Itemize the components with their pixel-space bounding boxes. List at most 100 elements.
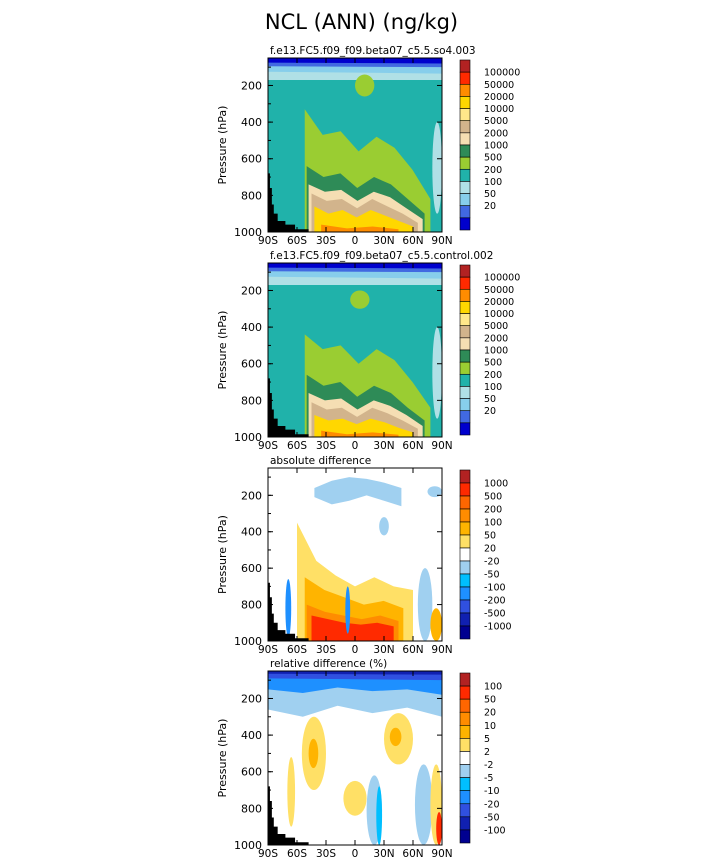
colorbar-label: 20000 [484,297,514,308]
colorbar-swatch [459,301,471,314]
colorbar-label: -20 [484,557,500,568]
colorbar-swatch [459,469,471,484]
x-tick-label: 30N [373,644,394,656]
colorbar-label: 200 [484,370,502,381]
colorbar-swatch [459,790,471,805]
colorbar-swatch [459,205,471,219]
colorbar-swatch [459,495,471,510]
y-tick-label: 1000 [234,839,262,852]
colorbar-label: 50 [484,189,496,200]
y-tick-label: 1000 [234,635,262,648]
y-tick-label: 600 [241,766,262,779]
topography-mask [268,378,309,437]
contour-blob-11 [436,812,442,845]
contour-band-10 [321,430,399,437]
contour-band-10 [321,224,399,232]
y-axis-label: Pressure (hPa) [216,311,229,390]
colorbar-swatch [459,829,471,844]
colorbar-label: 50000 [484,80,514,91]
panel-title: relative difference (%) [270,658,387,670]
contour-blob-6 [430,608,442,641]
x-tick-label: 30S [316,235,336,247]
chart-panel-4: relative difference (%)2004006008001000P… [216,658,506,860]
colorbar-swatch [459,349,471,363]
chart-panel-3: absolute difference2004006008001000Press… [216,455,512,656]
x-tick-label: 0 [352,848,359,860]
contour-blob-1 [427,486,442,498]
y-tick-label: 1000 [234,226,262,239]
colorbar-label: 20 [484,708,496,719]
colorbar-swatch [459,156,471,170]
x-tick-label: 90N [431,235,452,247]
x-tick-label: 0 [352,440,359,452]
x-tick-label: 90N [431,440,452,452]
x-tick-label: 60N [402,235,423,247]
colorbar-label: -2 [484,760,493,771]
contour-band-1 [314,477,402,507]
contour-blob-9 [414,764,433,845]
x-tick-label: 30N [373,235,394,247]
y-axis-label: Pressure (hPa) [216,719,229,798]
colorbar-swatch [459,725,471,739]
y-tick-label: 600 [241,358,262,371]
colorbar-label: 50 [484,394,496,405]
colorbar-swatch [459,534,471,549]
colorbar-swatch [459,422,471,436]
colorbar-swatch [459,181,471,194]
contour-blob-5 [417,568,433,641]
chart-panel-2: f.e13.FC5.f09_f09.beta07_c5.5.control.00… [216,250,520,452]
topography-mask [268,582,309,641]
colorbar-label: 500 [484,358,502,369]
y-tick-label: 600 [241,153,262,166]
colorbar-label: -10 [484,786,500,797]
y-tick-label: 800 [241,189,262,202]
colorbar-label: 20 [484,544,496,555]
x-tick-label: 60N [402,644,423,656]
colorbar-label: 10000 [484,104,514,115]
y-tick-label: 400 [241,116,262,129]
contour-band-5 [311,615,394,641]
colorbar-swatch [459,816,471,831]
colorbar-label: 5000 [484,116,508,127]
colorbar-label: 2 [484,747,490,758]
y-tick-label: 200 [241,284,262,297]
colorbar-label: 200 [484,505,502,516]
y-tick-label: 600 [241,562,262,575]
colorbar-label: 100000 [484,273,520,284]
colorbar-label: 500 [484,153,502,164]
colorbar-swatch [459,398,471,412]
x-tick-label: 60N [402,440,423,452]
colorbar: 1000 500 200 100 50 20 -20 -50 -100 -200 -500 -1000 [459,469,512,640]
plot-area [268,468,442,641]
colorbar-label: -5 [484,773,493,784]
colorbar-swatch [459,560,471,575]
colorbar: 100 50 20 10 5 2 -2 -5 -10 -20 -50 -100 [459,672,506,844]
colorbar-swatch [459,59,471,73]
contour-blob-2 [379,517,389,536]
colorbar-swatch [459,508,471,523]
x-tick-label: 90S [258,440,278,452]
contour-blob-3 [287,757,296,827]
colorbar-swatch [459,386,471,399]
contour-blob-2 [432,327,442,419]
colorbar-swatch [459,120,471,134]
x-tick-label: 30S [316,440,336,452]
figure-title: NCL (ANN) (ng/kg) [264,10,459,34]
colorbar-swatch [459,276,471,290]
colorbar-swatch [459,612,471,627]
colorbar-swatch [459,586,471,601]
colorbar-label: 20000 [484,92,514,103]
colorbar-label: 1000 [484,346,508,357]
panel-title: f.e13.FC5.f09_f09.beta07_c5.5.so4.003 [270,45,476,57]
x-tick-label: 0 [352,644,359,656]
colorbar-swatch [459,410,471,424]
colorbar-swatch [459,764,471,778]
x-tick-label: 0 [352,235,359,247]
y-tick-label: 800 [241,802,262,815]
colorbar-swatch [459,599,471,614]
topography-mask [268,173,309,232]
x-tick-label: 60S [287,848,307,860]
contour-band-9 [314,206,413,232]
